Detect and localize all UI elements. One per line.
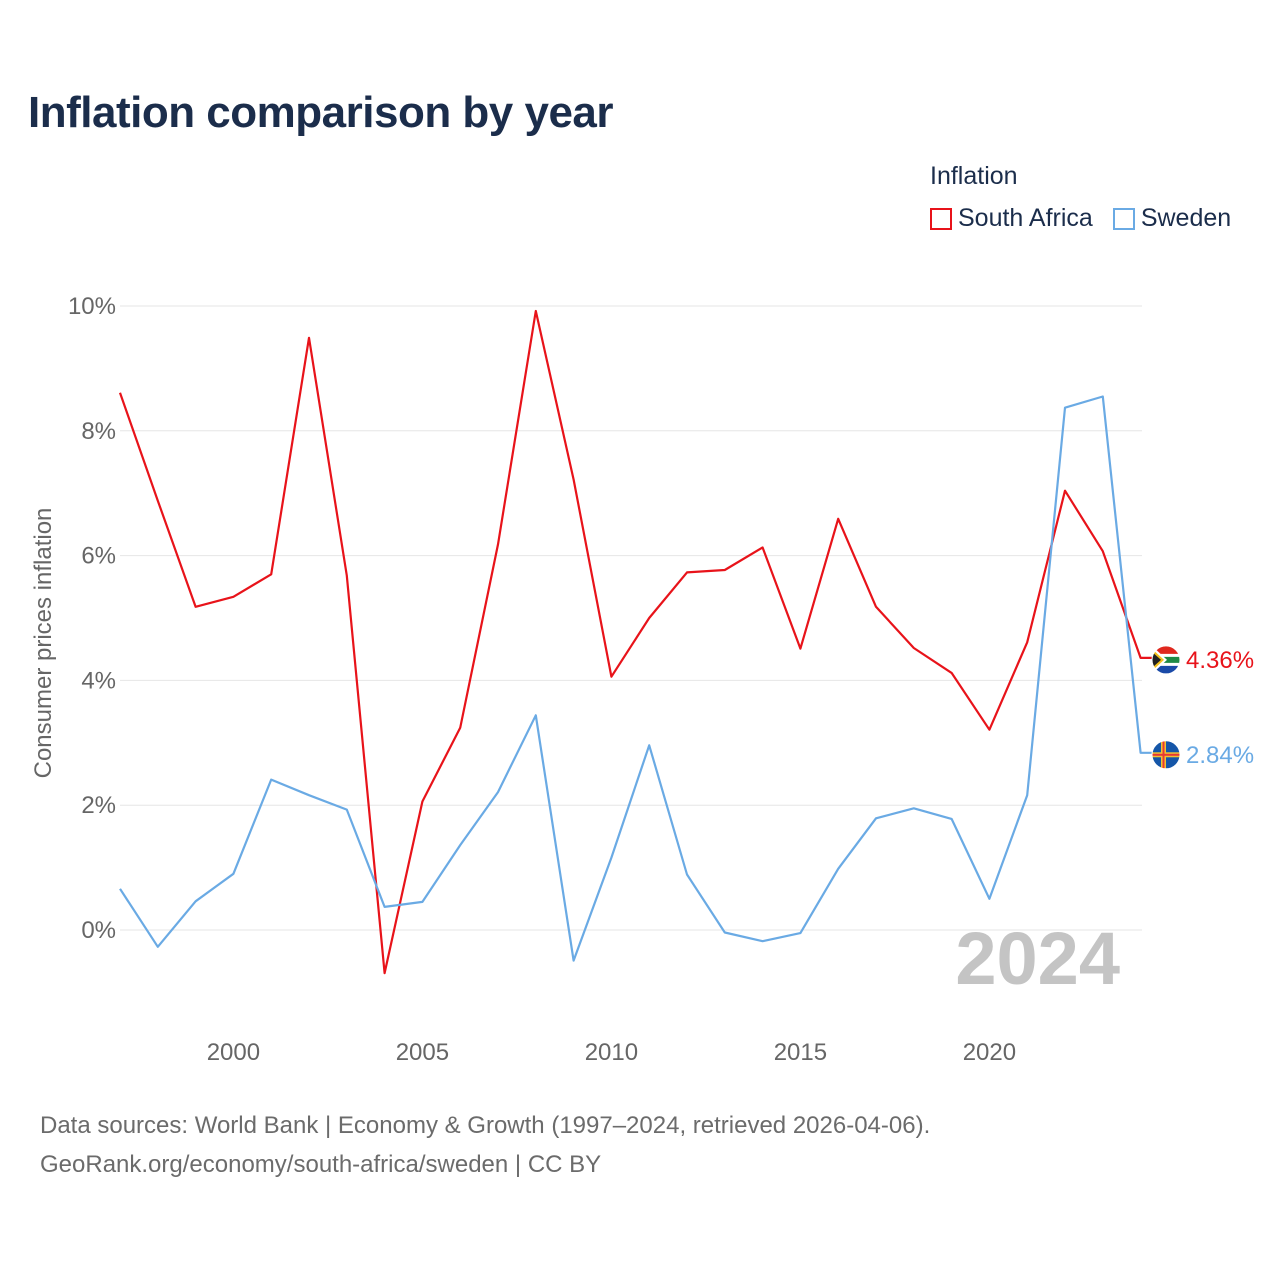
x-tick-label: 2010 — [585, 1039, 638, 1066]
data-point-sweden — [344, 807, 350, 813]
x-tick-label: 2015 — [774, 1039, 827, 1066]
data-point-sweden — [117, 886, 123, 892]
legend-label-south-africa: South Africa — [958, 204, 1093, 232]
x-tick-label: 2005 — [396, 1039, 449, 1066]
data-point-sweden — [722, 929, 728, 935]
data-point-south-africa — [268, 571, 274, 577]
data-point-sweden — [1138, 750, 1144, 756]
data-point-south-africa — [986, 727, 992, 733]
data-point-south-africa — [155, 498, 161, 504]
legend: South Africa Sweden — [930, 204, 1231, 233]
x-tick-label: 2020 — [963, 1039, 1016, 1066]
data-point-sweden — [193, 898, 199, 904]
data-point-south-africa — [117, 390, 123, 396]
legend-item-sweden[interactable]: Sweden — [1112, 204, 1232, 233]
sweden-flag-icon — [1151, 740, 1181, 770]
data-point-sweden — [949, 816, 955, 822]
data-point-sweden — [306, 792, 312, 798]
data-point-sweden — [646, 742, 652, 748]
end-value-label-south-africa: 4.36% — [1186, 647, 1254, 674]
legend-item-south-africa[interactable]: South Africa — [930, 204, 1093, 233]
data-point-sweden — [986, 896, 992, 902]
y-tick-label: 8% — [81, 418, 116, 445]
data-point-south-africa — [684, 569, 690, 575]
x-tick-label: 2000 — [207, 1039, 260, 1066]
y-tick-label: 0% — [81, 917, 116, 944]
data-point-south-africa — [230, 594, 236, 600]
data-point-south-africa — [722, 567, 728, 573]
data-point-sweden — [155, 944, 161, 950]
data-point-sweden — [419, 899, 425, 905]
y-tick-label: 2% — [81, 792, 116, 819]
data-point-sweden — [797, 930, 803, 936]
data-point-south-africa — [495, 541, 501, 547]
data-point-sweden — [382, 904, 388, 910]
data-point-sweden — [873, 815, 879, 821]
data-point-south-africa — [571, 476, 577, 482]
data-point-south-africa — [306, 335, 312, 341]
end-value-label-sweden: 2.84% — [1186, 742, 1254, 769]
legend-swatch-sweden — [1112, 207, 1135, 230]
data-point-south-africa — [873, 604, 879, 610]
data-point-south-africa — [835, 516, 841, 522]
data-point-south-africa — [382, 970, 388, 976]
data-point-south-africa — [1138, 655, 1144, 661]
legend-label-sweden: Sweden — [1140, 204, 1232, 232]
data-point-south-africa — [949, 670, 955, 676]
y-tick-label: 6% — [81, 543, 116, 570]
data-point-sweden — [684, 871, 690, 877]
data-point-south-africa — [533, 308, 539, 314]
data-point-sweden — [457, 842, 463, 848]
data-point-south-africa — [760, 544, 766, 550]
y-tick-label: 4% — [81, 667, 116, 694]
data-point-sweden — [495, 789, 501, 795]
attribution-link[interactable]: GeoRank.org/economy/south-africa/sweden … — [40, 1151, 602, 1178]
data-point-south-africa — [457, 725, 463, 731]
data-point-south-africa — [1100, 548, 1106, 554]
data-point-sweden — [911, 805, 917, 811]
data-point-south-africa — [419, 798, 425, 804]
y-axis-label: Consumer prices inflation — [30, 508, 57, 779]
data-point-sweden — [608, 855, 614, 861]
data-point-south-africa — [344, 573, 350, 579]
legend-swatch-south-africa — [930, 207, 952, 230]
data-point-sweden — [533, 712, 539, 718]
data-point-south-africa — [193, 604, 199, 610]
data-point-sweden — [1062, 405, 1068, 411]
data-point-sweden — [1024, 792, 1030, 798]
data-point-south-africa — [1062, 488, 1068, 494]
data-point-sweden — [835, 866, 841, 872]
data-point-sweden — [230, 871, 236, 877]
data-point-south-africa — [646, 615, 652, 621]
chart-title: Inflation comparison by year — [28, 88, 614, 137]
data-point-sweden — [268, 777, 274, 783]
data-point-sweden — [571, 958, 577, 964]
data-point-south-africa — [608, 674, 614, 680]
data-point-sweden — [760, 938, 766, 944]
data-point-south-africa — [797, 646, 803, 652]
south-africa-flag-icon — [1151, 645, 1181, 675]
y-tick-label: 10% — [68, 293, 116, 320]
data-source-note: Data sources: World Bank | Economy & Gro… — [40, 1112, 931, 1139]
series-line-south-africa — [118, 309, 1153, 975]
data-point-south-africa — [911, 645, 917, 651]
data-point-sweden — [1100, 393, 1106, 399]
series-line-sweden — [119, 395, 1153, 962]
year-watermark: 2024 — [955, 917, 1120, 1000]
legend-title: Inflation — [930, 162, 1018, 190]
footer: Data sources: World Bank | Economy & Gro… — [40, 1106, 930, 1184]
data-point-south-africa — [1024, 639, 1030, 645]
